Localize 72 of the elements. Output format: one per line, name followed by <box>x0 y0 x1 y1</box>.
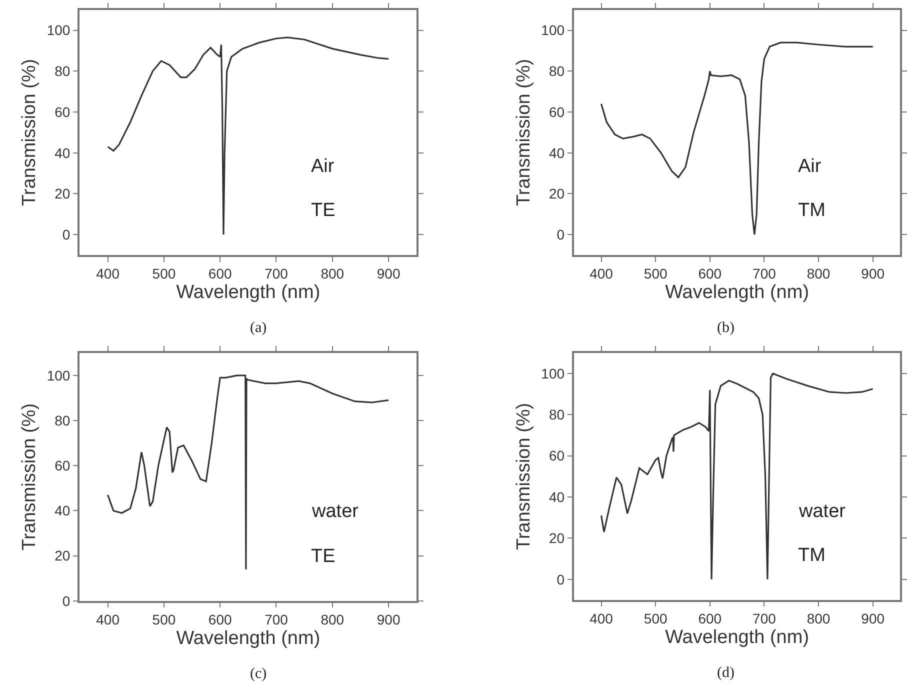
x-tick-label: 800 <box>806 266 830 282</box>
y-tick-label: 100 <box>46 367 70 384</box>
y-axis-title: Transmission (%) <box>514 402 535 550</box>
y-tick-label: 100 <box>541 365 565 382</box>
x-tick-label: 600 <box>698 610 722 627</box>
x-tick-label: 500 <box>152 266 176 282</box>
x-tick-label: 700 <box>264 612 288 628</box>
line-series <box>107 374 390 570</box>
x-tick-label: 400 <box>96 612 120 628</box>
y-tick-label: 0 <box>62 592 70 609</box>
y-tick-label: 20 <box>548 186 565 202</box>
y-tick-label: 40 <box>54 502 70 519</box>
x-tick-label: 900 <box>861 266 885 282</box>
y-tick-label: 60 <box>548 104 565 120</box>
y-tick-label: 80 <box>54 412 70 428</box>
y-tick-label: 0 <box>556 571 565 588</box>
x-tick-label: 900 <box>861 610 885 627</box>
x-tick-label: 500 <box>644 610 668 627</box>
y-tick-label: 100 <box>46 22 70 38</box>
line-series <box>600 42 874 236</box>
y-tick-label: 0 <box>556 226 565 242</box>
annotation: Air <box>798 156 822 177</box>
text: (c) <box>250 666 267 682</box>
x-tick-label: 700 <box>264 266 288 282</box>
x-tick-label: 500 <box>644 266 668 282</box>
text: (a) <box>250 320 267 336</box>
annotation: TM <box>798 200 826 221</box>
y-tick-label: 20 <box>54 186 70 202</box>
x-tick-label: 600 <box>208 612 232 628</box>
y-tick-label: 20 <box>54 548 70 564</box>
y-tick-label: 40 <box>548 144 565 161</box>
x-tick-label: 800 <box>320 266 344 282</box>
y-axis-title: Transmission (%) <box>514 58 535 206</box>
annotation: water <box>311 501 360 522</box>
y-tick-label: 60 <box>54 458 70 474</box>
text: (b) <box>717 320 734 336</box>
x-tick-label: 400 <box>96 266 120 282</box>
x-axis-title: Wavelength (nm) <box>176 628 320 649</box>
y-tick-label: 80 <box>548 63 565 80</box>
y-tick-label: 60 <box>548 448 565 464</box>
y-tick-label: 100 <box>541 22 565 38</box>
x-tick-label: 900 <box>376 612 400 628</box>
y-tick-label: 80 <box>54 63 70 80</box>
annotation: TM <box>798 545 826 566</box>
x-tick-label: 700 <box>752 610 776 627</box>
x-axis-title: Wavelength (nm) <box>665 626 810 648</box>
x-tick-label: 800 <box>320 612 344 628</box>
x-tick-label: 600 <box>208 266 232 282</box>
x-tick-label: 400 <box>590 610 614 627</box>
x-tick-label: 800 <box>806 610 830 627</box>
annotation: TE <box>311 546 336 567</box>
annotation: TE <box>311 200 336 221</box>
line-series <box>107 36 390 236</box>
x-tick-label: 600 <box>698 266 722 282</box>
y-tick-label: 20 <box>548 530 565 546</box>
x-axis-title: Wavelength (nm) <box>176 282 320 303</box>
x-tick-label: 400 <box>590 266 614 282</box>
y-axis-title: Transmission (%) <box>19 58 40 206</box>
x-tick-label: 900 <box>376 266 400 282</box>
line-series <box>600 372 874 580</box>
y-tick-label: 60 <box>54 104 70 120</box>
y-tick-label: 40 <box>54 144 70 161</box>
x-axis-title: Wavelength (nm) <box>665 282 810 303</box>
annotation: water <box>798 501 846 522</box>
annotation: Air <box>311 156 335 177</box>
y-tick-label: 40 <box>548 488 565 505</box>
y-tick-label: 80 <box>548 406 565 423</box>
x-tick-label: 700 <box>752 266 776 282</box>
y-tick-label: 0 <box>62 226 70 242</box>
x-tick-label: 500 <box>152 612 176 628</box>
y-axis-title: Transmission (%) <box>19 403 40 550</box>
text: (d) <box>717 665 734 681</box>
